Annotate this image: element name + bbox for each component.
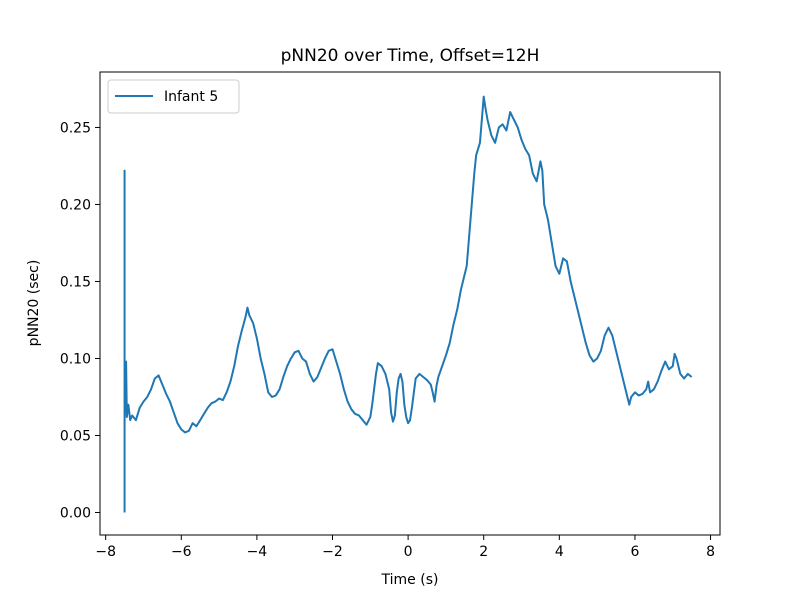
x-axis-label: Time (s) [381,572,439,588]
x-tick-label: 6 [630,544,639,560]
x-tick-label: −4 [247,544,268,560]
x-tick-label: −6 [171,544,192,560]
x-tick-label: 0 [404,544,413,560]
y-tick-label: 0.10 [60,351,91,367]
x-tick-label: 2 [479,544,488,560]
axes-frame [99,71,721,536]
x-tick-label: 8 [706,544,715,560]
y-tick-label: 0.05 [60,428,91,444]
x-axis: −8 −6 −4 −2 0 2 4 6 8 [95,535,715,560]
y-axis-label: pNN20 (sec) [26,260,42,347]
y-tick-label: 0.20 [60,197,91,213]
y-tick-label: 0.25 [60,120,91,136]
x-tick-label: −2 [322,544,343,560]
x-tick-label: 4 [555,544,564,560]
legend-box [107,79,240,114]
series-line-infant-5 [123,95,693,513]
y-axis: 0.00 0.05 0.10 0.15 0.20 0.25 [60,120,100,522]
y-tick-label: 0.15 [60,274,91,290]
legend: Infant 5 [107,79,240,114]
plot-area [99,71,721,536]
y-tick-label: 0.00 [60,506,91,522]
chart-title: pNN20 over Time, Offset=12H [281,46,540,66]
legend-entry-infant-5: Infant 5 [164,89,218,105]
x-tick-label: −8 [95,544,116,560]
